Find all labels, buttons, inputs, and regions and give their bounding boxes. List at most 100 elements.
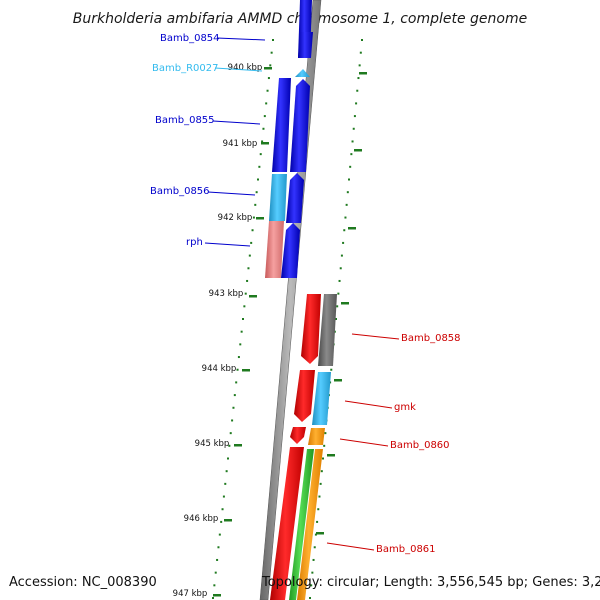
major-tick-right [359, 72, 367, 75]
tick-label: 940 kbp [228, 63, 263, 73]
right-track-dot [346, 191, 349, 194]
gene-bamb-0855-right[interactable] [290, 79, 310, 172]
gene-bamb-0860-left[interactable] [290, 427, 306, 444]
gene-bamb-0856-right[interactable] [286, 173, 304, 223]
gene-labels: Bamb_0854 Bamb_R0027 Bamb_0855 Bamb_0856rph… [150, 33, 461, 555]
major-tick-left [213, 594, 221, 597]
right-track-dot [356, 89, 359, 92]
left-track-dot [220, 520, 223, 523]
right-track-dot [318, 495, 321, 498]
left-track-dot [258, 165, 261, 168]
gene-label-gmk[interactable]: gmk [394, 402, 416, 413]
left-track-dot [247, 267, 250, 270]
tick-label: 943 kbp [209, 289, 244, 299]
gene-label-bamb-0858[interactable]: Bamb_0858 [401, 333, 461, 344]
gene-bamb-0858-right[interactable] [318, 294, 337, 366]
left-track-dot [222, 495, 225, 498]
tick-label: 944 kbp [202, 364, 237, 374]
left-track-dot [240, 330, 243, 333]
gene-label-bamb-0854[interactable]: Bamb_0854 [160, 33, 220, 44]
right-track-dot [311, 571, 314, 574]
right-track-dot [351, 140, 354, 143]
left-track-dot [221, 508, 224, 511]
gene-label-bamb-0860[interactable]: Bamb_0860 [390, 440, 450, 451]
major-tick-right [327, 454, 335, 457]
left-track-dot [236, 368, 239, 371]
gene-label-bamb-0861[interactable]: Bamb_0861 [376, 544, 436, 555]
gene-bamb-0855-left[interactable] [272, 78, 291, 172]
right-track-dot [335, 318, 337, 320]
gene-leader-line [344, 400, 393, 409]
major-tick-left [261, 142, 269, 145]
major-tick-right [348, 227, 356, 230]
left-track-dot [243, 305, 246, 308]
accession-text: Accession: NC_008390 [9, 575, 157, 590]
gene-label-rph[interactable]: rph [186, 237, 203, 248]
right-track-dot [324, 432, 327, 435]
gene-bamb-0860-right[interactable] [308, 428, 325, 445]
left-track-dot [261, 140, 264, 143]
left-track-dot [216, 558, 219, 561]
gene-leader-line [214, 67, 263, 72]
gene-bamb-0858-left[interactable] [301, 294, 321, 364]
left-track-dot [262, 127, 265, 130]
right-track-dot [319, 482, 322, 485]
gene-bamb-0861-orange[interactable] [297, 449, 323, 600]
gene-label-bamb-0855[interactable]: Bamb_0855 [155, 115, 215, 126]
gene-label-bamb-r0027[interactable]: Bamb_R0027 [152, 63, 218, 74]
right-track-dot [312, 558, 315, 561]
tick-label: 945 kbp [195, 439, 230, 449]
gene-leader-line [216, 37, 266, 41]
right-track-dot [357, 77, 360, 80]
right-track-dot [361, 39, 363, 41]
left-track-dot [217, 546, 220, 549]
gene-bamb-r0027[interactable] [295, 69, 310, 77]
left-track-dot [212, 597, 214, 599]
right-track-dot [330, 368, 333, 371]
major-tick-right [341, 302, 349, 305]
right-track-dot [317, 508, 320, 511]
gene-leader-line [212, 120, 261, 125]
right-track-dot [310, 584, 313, 587]
right-track-dot [313, 546, 316, 549]
left-track-dot [255, 191, 258, 194]
left-track-dot [214, 571, 217, 574]
left-track-dot [229, 432, 232, 435]
gene-bamb-0861-red[interactable] [270, 447, 304, 600]
major-tick-left [234, 444, 242, 447]
gene-rph-right[interactable] [281, 223, 300, 278]
gene-bamb-0856-left[interactable] [269, 174, 287, 221]
left-track-dot [272, 39, 274, 41]
right-track-dot [349, 165, 352, 168]
forward-strand-features [265, 0, 313, 278]
gene-leader-line [351, 333, 400, 340]
gene-bamb-0854-reverse[interactable] [298, 32, 313, 58]
left-track-dot [242, 318, 244, 320]
left-track-dot [227, 457, 229, 460]
left-track-dot [225, 470, 228, 473]
gene-gmk-left[interactable] [294, 370, 315, 422]
right-track-dot [355, 102, 358, 105]
major-tick-right [354, 149, 362, 152]
right-track-dot [343, 229, 346, 232]
right-track-dot [339, 267, 342, 270]
major-tick-left [264, 67, 272, 70]
gene-rph-left[interactable] [265, 221, 284, 278]
gene-bamb-0861-green[interactable] [289, 449, 314, 600]
major-tick-right [316, 532, 324, 535]
left-track-dot [254, 203, 257, 206]
left-track-dot [218, 533, 221, 536]
left-track-dot [235, 381, 238, 384]
right-track-dot [309, 597, 311, 599]
right-track-dot [320, 470, 323, 473]
tick-label: 941 kbp [223, 139, 258, 149]
left-track-dot [228, 444, 231, 447]
gene-gmk-right[interactable] [312, 372, 331, 425]
right-track-dot [345, 203, 348, 206]
left-track-dot [269, 64, 272, 67]
tick-label: 947 kbp [173, 589, 208, 599]
genome-summary-text: Topology: circular; Length: 3,556,545 bp… [261, 575, 600, 590]
left-track-dot [251, 229, 254, 232]
gene-label-bamb-0856[interactable]: Bamb_0856 [150, 186, 210, 197]
